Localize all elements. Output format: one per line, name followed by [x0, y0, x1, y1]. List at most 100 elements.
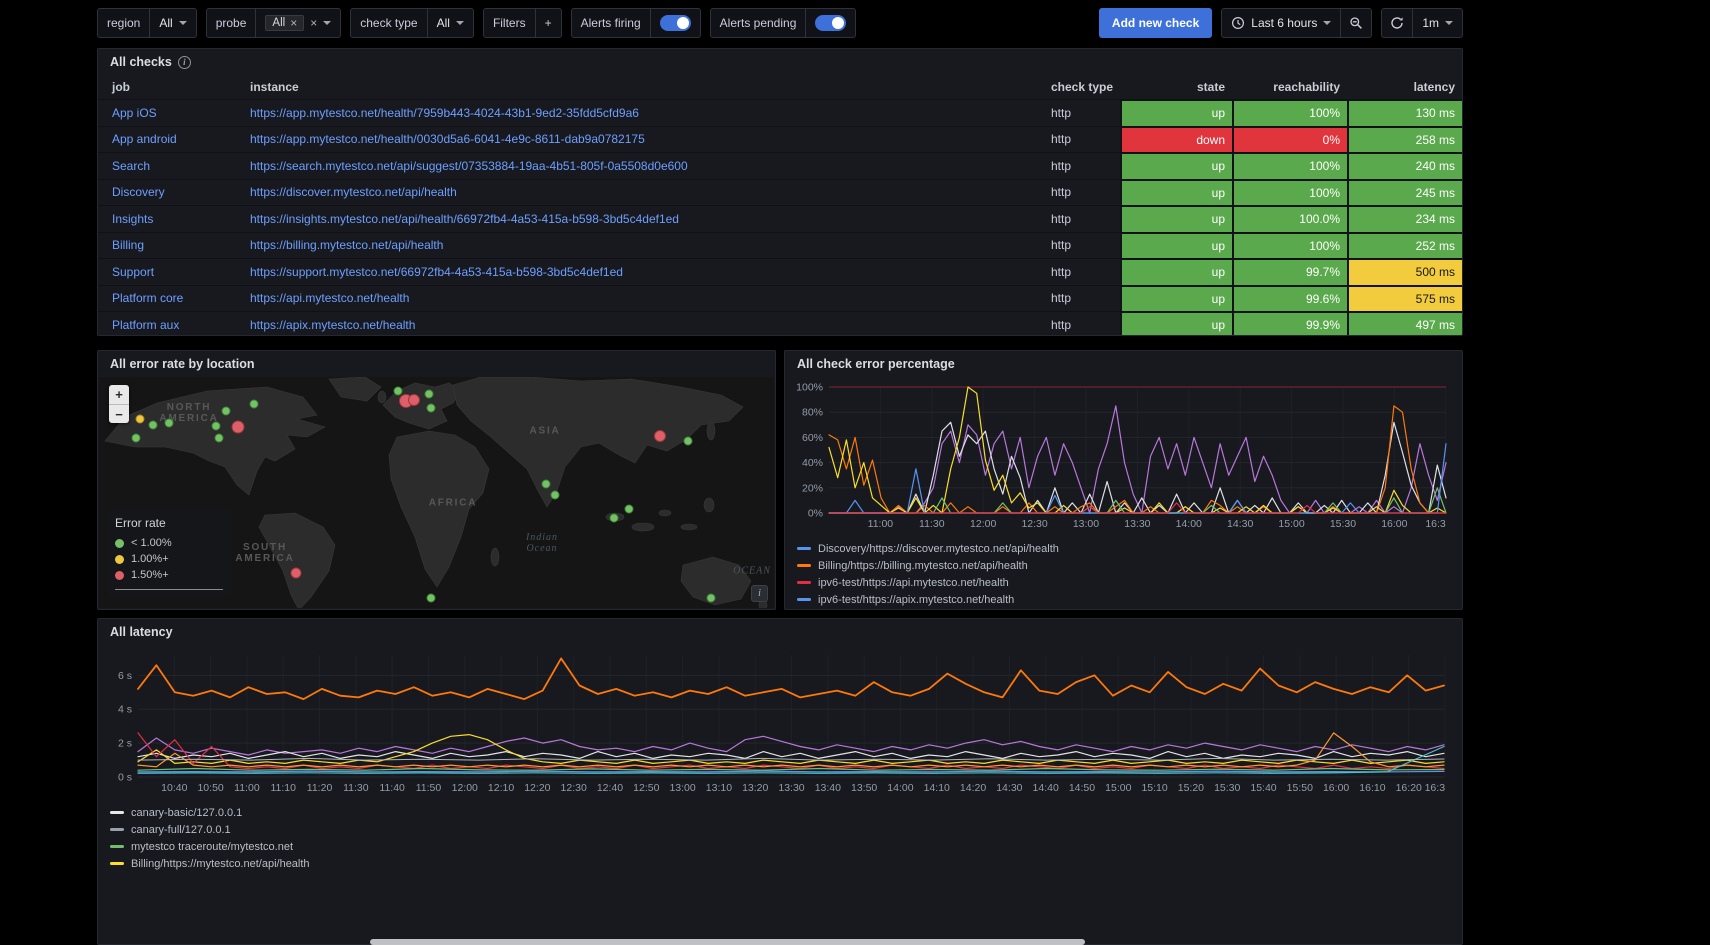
- probe-tag[interactable]: All ×: [265, 15, 305, 31]
- col-job[interactable]: job: [112, 80, 130, 94]
- error-rate-dot[interactable]: [654, 430, 666, 442]
- error-rate-dot[interactable]: [231, 420, 245, 434]
- error-rate-dot[interactable]: [211, 421, 221, 431]
- error-rate-dot[interactable]: [164, 418, 174, 428]
- error-rate-dot[interactable]: [148, 420, 158, 430]
- alerts-pending-toggle[interactable]: [815, 15, 847, 31]
- error-rate-dot[interactable]: [131, 433, 141, 443]
- svg-text:60%: 60%: [802, 432, 823, 444]
- add-filter-button[interactable]: +: [534, 9, 561, 37]
- state-cell: up: [1120, 285, 1232, 311]
- error-rate-dot[interactable]: [426, 403, 436, 413]
- legend-swatch: [797, 598, 811, 601]
- region-select[interactable]: All: [149, 9, 195, 37]
- remove-tag-icon[interactable]: ×: [290, 16, 298, 30]
- col-state[interactable]: state: [1196, 80, 1225, 94]
- probe-select[interactable]: All × ×: [255, 9, 340, 37]
- zoom-out-time-button[interactable]: [1340, 9, 1371, 37]
- error-rate-dot[interactable]: [624, 504, 634, 514]
- state-cell: up: [1120, 312, 1232, 335]
- job-link[interactable]: Platform core: [112, 291, 184, 306]
- instance-link[interactable]: https://search.mytestco.net/api/suggest/…: [250, 158, 688, 173]
- job-link[interactable]: Billing: [112, 238, 145, 253]
- job-link[interactable]: App iOS: [112, 105, 157, 120]
- job-link[interactable]: App android: [112, 132, 177, 147]
- instance-link[interactable]: https://discover.mytestco.net/api/health: [250, 185, 457, 200]
- probe-filter[interactable]: probe All × ×: [205, 8, 342, 38]
- error-rate-dot[interactable]: [541, 479, 551, 489]
- error-rate-dot[interactable]: [249, 399, 259, 409]
- alerts-firing-toggle[interactable]: [659, 15, 691, 31]
- alerts-pending-toggle-seg[interactable]: [805, 9, 855, 37]
- legend-item[interactable]: Discovery/https://discover.mytestco.net/…: [797, 540, 1450, 557]
- error-rate-dot[interactable]: [214, 433, 224, 443]
- refresh-interval-select[interactable]: 1m: [1412, 9, 1462, 37]
- error-rate-dot[interactable]: [135, 414, 145, 424]
- reachability-cell: 99.6%: [1232, 285, 1347, 311]
- svg-text:6 s: 6 s: [118, 670, 132, 682]
- legend-item[interactable]: Billing/https://billing.mytestco.net/api…: [797, 557, 1450, 574]
- svg-text:40%: 40%: [802, 457, 823, 469]
- zoom-out-button[interactable]: −: [109, 404, 129, 423]
- legend-item[interactable]: canary-full/127.0.0.1: [110, 821, 1450, 838]
- legend-item[interactable]: canary-basic/127.0.0.1: [110, 804, 1450, 821]
- error-rate-dot[interactable]: [550, 490, 560, 500]
- info-icon[interactable]: i: [177, 55, 191, 69]
- instance-link[interactable]: https://billing.mytestco.net/api/health: [250, 238, 444, 253]
- latency-cell: 500 ms: [1347, 259, 1462, 285]
- region-value: All: [159, 16, 173, 30]
- error-rate-dot[interactable]: [290, 567, 302, 579]
- error-rate-dot[interactable]: [609, 513, 619, 523]
- zoom-in-button[interactable]: +: [109, 385, 129, 404]
- svg-text:12:00: 12:00: [452, 782, 478, 794]
- add-new-check-button[interactable]: Add new check: [1098, 8, 1213, 38]
- clear-all-icon[interactable]: ×: [310, 16, 318, 30]
- error-rate-dot[interactable]: [408, 394, 420, 406]
- legend-item[interactable]: ipv6-test/https://api.mytestco.net/healt…: [797, 574, 1450, 591]
- instance-link[interactable]: https://apix.mytestco.net/health: [250, 317, 416, 332]
- attribution-icon[interactable]: i: [751, 585, 768, 602]
- error-rate-dot[interactable]: [683, 436, 693, 446]
- chevron-down-icon: [1445, 21, 1453, 25]
- col-instance[interactable]: instance: [250, 80, 299, 94]
- check-type-filter[interactable]: check type All: [350, 8, 474, 38]
- check-type-select[interactable]: All: [426, 9, 473, 37]
- svg-text:15:30: 15:30: [1214, 782, 1240, 794]
- legend-item[interactable]: mytestco traceroute/mytestco.net: [110, 838, 1450, 855]
- job-link[interactable]: Platform aux: [112, 317, 180, 332]
- instance-link[interactable]: https://support.mytestco.net/66972fb4-4a…: [250, 264, 623, 279]
- job-link[interactable]: Discovery: [112, 185, 165, 200]
- legend-label: mytestco traceroute/mytestco.net: [131, 840, 294, 853]
- instance-link[interactable]: https://app.mytestco.net/health/7959b443…: [250, 105, 639, 120]
- error-percentage-chart[interactable]: 0% 20% 40% 60% 80% 100% 11:00 11:30 12:00 12:30 13…: [795, 379, 1452, 531]
- instance-link[interactable]: https://api.mytestco.net/health: [250, 291, 410, 306]
- error-rate-dot[interactable]: [221, 406, 231, 416]
- time-range-picker[interactable]: Last 6 hours: [1222, 9, 1340, 37]
- error-rate-dot[interactable]: [393, 386, 403, 396]
- legend-item[interactable]: Billing/https://mytestco.net/api/health: [110, 855, 1450, 872]
- region-filter[interactable]: region All: [97, 8, 197, 38]
- alerts-firing-toggle-seg[interactable]: [649, 9, 700, 37]
- col-check-type[interactable]: check type: [1051, 80, 1114, 94]
- instance-link[interactable]: https://insights.mytestco.net/api/health…: [250, 211, 679, 226]
- legend-dot: [115, 570, 124, 580]
- latency-chart[interactable]: 0 s 2 s 4 s 6 s 10:40 10:50 11:00 11:10 11:20 11:…: [108, 647, 1452, 795]
- legend-label: canary-full/127.0.0.1: [131, 823, 231, 836]
- svg-text:80%: 80%: [802, 407, 823, 419]
- error-rate-dot[interactable]: [706, 593, 716, 603]
- job-link[interactable]: Search: [112, 158, 151, 173]
- error-rate-dot[interactable]: [424, 389, 434, 399]
- panel-title: All checks i: [98, 49, 1462, 75]
- job-link[interactable]: Support: [112, 264, 155, 279]
- job-link[interactable]: Insights: [112, 211, 154, 226]
- world-map[interactable]: NORTH AMERICA SOUTH AMERICA AFRICA ASIA Indi…: [99, 377, 774, 608]
- legend-item[interactable]: ipv6-test/https://apix.mytestco.net/heal…: [797, 591, 1450, 608]
- refresh-button[interactable]: [1382, 9, 1412, 37]
- bottom-scrollbar[interactable]: [370, 939, 1085, 945]
- col-latency[interactable]: latency: [1413, 80, 1455, 94]
- col-reachability[interactable]: reachability: [1273, 80, 1340, 94]
- instance-link[interactable]: https://app.mytestco.net/health/0030d5a6…: [250, 132, 645, 147]
- error-rate-dot[interactable]: [426, 593, 436, 603]
- filters-control[interactable]: Filters +: [482, 8, 562, 38]
- legend-swatch: [110, 828, 124, 831]
